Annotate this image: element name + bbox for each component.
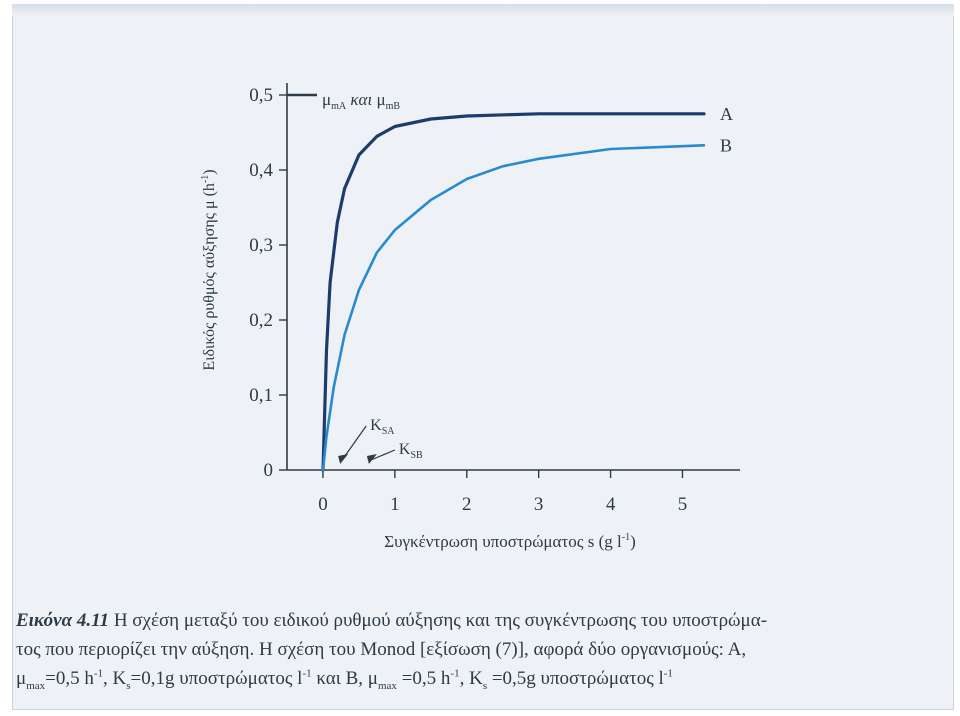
series-B-label: B [720,135,732,155]
mumax-mu-b: μ [376,90,385,109]
y-tick-label: 0,2 [249,310,273,331]
series-A-line [321,112,706,472]
mumax-mu-a: μ [322,90,331,109]
ks-arrow-line [370,449,396,461]
caption-title: Εικόνα 4.11 [16,610,110,631]
x-tick-label: 1 [390,494,400,515]
caption-line-3: μmax=0,5 h-1, Ks=0,1g υποστρώματος l-1 κ… [16,664,938,693]
ks-label: KSB [399,441,423,461]
ks-arrow-head [338,454,349,464]
mumax-sub-b: mB [386,101,401,112]
y-axis-label-main: Ειδικός ρυθμός αύξησης μ (h [201,183,218,371]
series-A-label: A [720,104,733,124]
series-B-line [321,144,706,472]
figure-caption: Εικόνα 4.11 Η σχέση μεταξύ του ειδικού ρ… [16,606,938,693]
y-tick-label: 0,4 [249,160,273,181]
caption-mu2-sup: -1 [450,667,460,680]
caption-ks2-sup: -1 [663,667,673,680]
ks-label: KSA [370,417,395,437]
mumax-label: μmA και μmB [322,90,400,112]
ks-arrow-head [366,454,377,464]
caption-mid: και Β, [311,668,368,689]
mumax-conj: και [346,90,376,109]
y-tick-label: 0,3 [249,235,273,256]
ks-label-k: K [370,417,382,434]
x-axis-label-end: ) [630,532,636,551]
ks-label-k: K [399,441,411,458]
y-tick-label: 0 [264,460,274,481]
caption-mu2-sub: max [377,679,397,692]
caption-mu2: μ [367,668,378,689]
y-axis-label-end: ) [201,169,218,174]
caption-ks2-sub: s [482,679,488,692]
y-tick-label: 0,5 [249,85,273,106]
ks-label-sub: SB [410,450,423,461]
x-tick-label: 4 [606,494,616,515]
y-axis-label-sup: -1 [200,175,211,183]
y-axis-label: Ειδικός ρυθμός αύξησης μ (h-1) [200,169,218,370]
caption-mu1-sub: max [26,679,46,692]
caption-mu1-val: =0,5 h [45,668,94,689]
caption-text-1: Η σχέση μεταξύ του ειδικού ρυθμού αύξηση… [109,610,768,631]
ks-arrow-line [341,425,367,461]
y-tick-label: 0,1 [249,385,273,406]
axes-group: 0 1 2 3 4 5 0 0,1 0,2 0,3 0,4 0,5 [249,83,740,515]
caption-ks1-sup: -1 [302,667,312,680]
caption-line-2: τος που περιορίζει την αύξηση. Η σχέση τ… [16,639,747,660]
caption-ks1: , K [103,668,127,689]
x-axis-label-main: Συγκέντρωση υποστρώματος s (g l [384,532,622,551]
ks-label-sub: SA [382,426,396,437]
x-tick-label: 5 [678,494,688,515]
mumax-sub-a: mA [331,101,347,112]
caption-mu1-sup: -1 [93,667,104,680]
caption-line-1: Εικόνα 4.11 Η σχέση μεταξύ του ειδικού ρ… [16,606,938,635]
caption-ks2-val: =0,5g υποστρώματος l [487,668,664,689]
x-tick-label: 3 [534,494,544,515]
x-axis-label-sup: -1 [622,532,630,543]
caption-mu2-val: =0,5 h [396,668,451,689]
scanned-page [12,4,954,710]
caption-ks2: , K [459,668,483,689]
caption-mu1: μ [16,668,27,689]
x-axis-label: Συγκέντρωση υποστρώματος s (g l-1) [384,532,636,551]
page-edge-shadow [12,4,954,16]
series-group [321,112,706,472]
caption-ks1-val: =0,1g υποστρώματος l [130,668,303,689]
caption-ks1-sub: s [126,679,131,692]
x-tick-label: 0 [318,494,328,515]
x-tick-label: 2 [462,494,472,515]
